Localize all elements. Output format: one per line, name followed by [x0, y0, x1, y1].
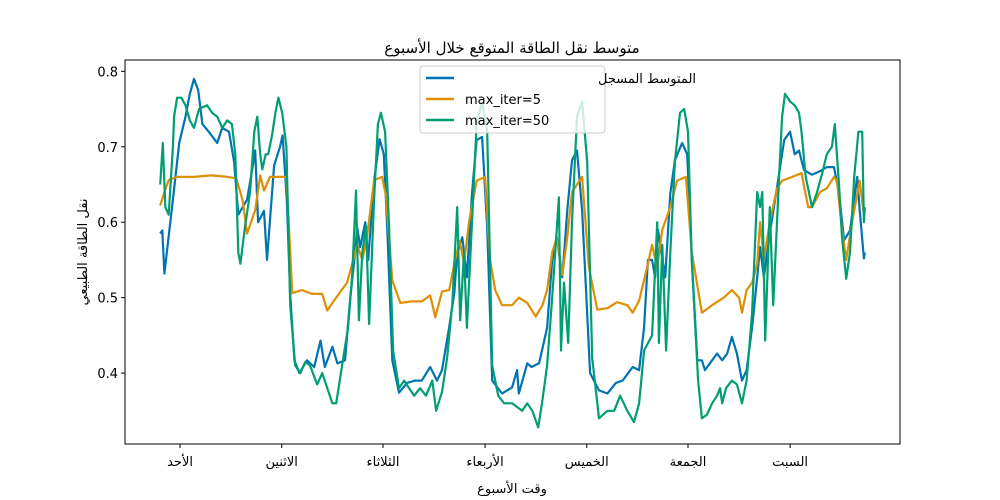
- legend: المتوسط المسجل max_iter=5 max_iter=50: [419, 65, 696, 134]
- x-tick-label: الاثنين: [266, 455, 298, 470]
- legend-label-max-iter-5: max_iter=5: [465, 93, 541, 108]
- x-tick-label: الأربعاء: [466, 453, 503, 470]
- series-line-2: [159, 92, 866, 429]
- legend-box: [419, 65, 606, 134]
- y-tick-label: 0.7: [97, 141, 118, 156]
- x-axis-label: وقت الأسبوع: [477, 480, 547, 497]
- y-tick-label: 0.8: [97, 65, 118, 80]
- y-tick-label: 0.4: [97, 367, 118, 382]
- x-tick-label: الثلاثاء: [367, 455, 400, 470]
- x-tick-label: السبت: [772, 455, 808, 470]
- plot-frame: [124, 59, 901, 445]
- x-tick-label: الخميس: [565, 455, 609, 470]
- y-axis: 0.4 0.5 0.6 0.7 0.8: [97, 65, 125, 382]
- series-layer: [159, 77, 866, 429]
- x-tick-label: الجمعة: [670, 455, 707, 470]
- y-axis-label: نقل الطاقة الطبيعي: [76, 199, 91, 306]
- x-axis: الأحد الاثنين الثلاثاء الأربعاء الخميس الجمعة…: [167, 444, 808, 470]
- y-tick-label: 0.6: [97, 216, 118, 231]
- legend-label-max-iter-50: max_iter=50: [465, 114, 549, 129]
- y-tick-label: 0.5: [97, 292, 118, 307]
- x-tick-label: الأحد: [167, 453, 193, 470]
- legend-label-recorded-average: المتوسط المسجل: [598, 72, 696, 87]
- chart-title: متوسط نقل الطاقة المتوقع خلال الأسبوع: [384, 38, 639, 57]
